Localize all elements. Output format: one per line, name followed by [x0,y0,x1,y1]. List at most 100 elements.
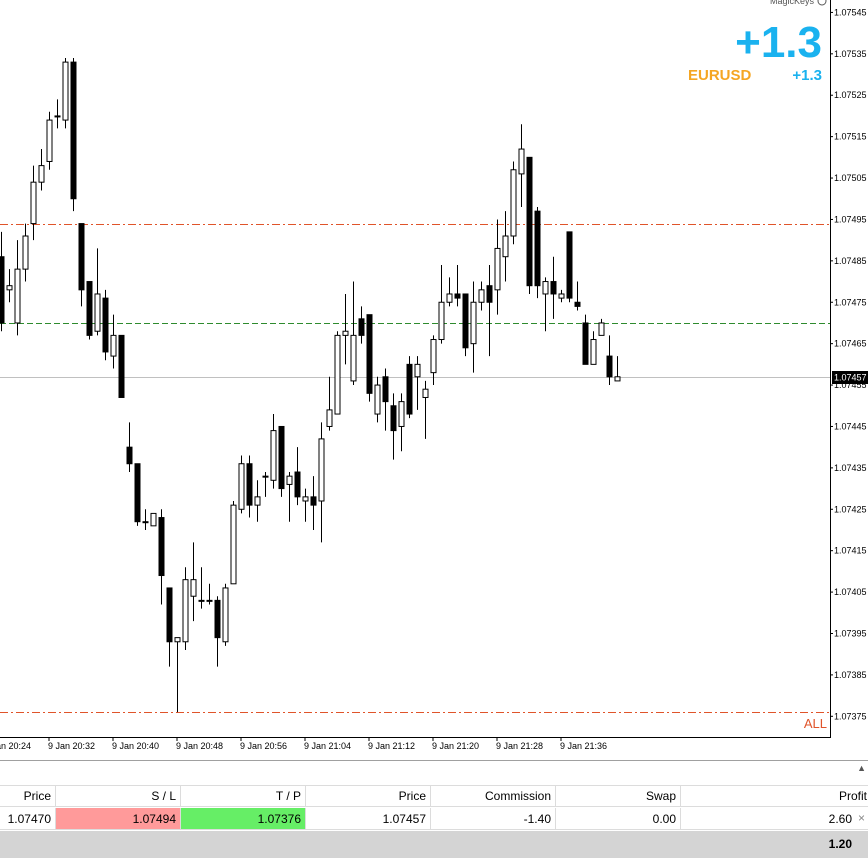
candle-body [142,521,149,524]
x-tick-label: 9 Jan 21:28 [496,741,543,751]
candle-body [526,156,533,287]
cell: 2.60 [681,808,868,830]
chart: MagicKeys +1.3 EURUSD +1.3 ALL 1.07545 1.… [0,0,868,751]
candle-body [550,281,557,295]
candle-body [510,169,517,237]
candle-body [342,330,349,336]
x-tick-label: 9 Jan 20:32 [48,741,95,751]
candle-body [230,504,237,585]
candle-body [70,61,77,200]
candle-body [14,268,21,324]
candle-body [382,376,389,403]
trade-row: 1.07470 1.07494 1.07376 1.07457 -1.40 0.… [0,808,868,830]
candle-body [518,148,525,175]
candle-body [62,61,69,121]
total-row: 1.20 [0,831,868,858]
header-cell: Profit [681,785,868,807]
indicator-big: +1.3 [735,18,822,67]
candle-body [438,301,445,341]
candle-body [134,463,141,523]
candle-body [494,247,501,291]
header-cell: Commission [431,785,556,807]
cell: -1.40 [431,808,556,830]
y-tick-label: 1.07425 [834,504,867,514]
x-tick-label: 9 Jan 21:36 [560,741,607,751]
y-tick-label: 1.07505 [834,173,867,183]
candle-body [374,384,381,415]
close-button[interactable]: × [858,811,866,825]
y-tick-label: 1.07435 [834,463,867,473]
candle-body [398,401,405,427]
y-tick-label: 1.07445 [834,421,867,431]
candle-body [126,446,133,465]
x-tick-label: 9 Jan 21:20 [432,741,479,751]
candle-body [478,289,485,303]
header-cell: Swap [556,785,681,807]
candle-body [366,314,373,394]
candle-body [358,318,365,336]
cell: 1.07457 [306,808,431,830]
candle-body [574,301,581,307]
candle-body [302,496,309,502]
bid-label-box [832,371,868,384]
header-cell: S / L [56,785,181,807]
candle-body [422,388,429,398]
y-tick-label: 1.07375 [834,711,867,721]
candle-body [294,471,301,498]
header-cell: Price [0,785,56,807]
x-tick-label: 9 Jan 20:40 [112,741,159,751]
indicator-small: +1.3 [792,67,822,84]
cell-tp: 1.07376 [181,808,306,830]
candle-body [78,223,85,291]
y-tick-label: 1.07475 [834,297,867,307]
x-tick-label: 9 Jan 21:04 [304,741,351,751]
candle-body [566,231,573,299]
candle-body [214,599,221,639]
candle-body [390,405,397,432]
candle-body [38,165,45,183]
candle-body [542,281,549,295]
candle-body [102,297,109,353]
indicator-symbol: EURUSD [688,67,752,84]
candle-body [606,355,613,378]
x-tick-label: 9 Jan 21:12 [368,741,415,751]
plot-area [0,57,830,713]
candle-body [598,322,605,336]
candle-body [6,285,13,291]
magic-keys: MagicKeys [770,0,815,6]
candle-body [614,376,621,382]
candle-body [246,463,253,506]
candle-body [118,334,125,398]
y-tick-label: 1.07545 [834,7,867,17]
cell: 0.00 [556,808,681,830]
candle-body [166,587,173,643]
candle-body [286,475,293,485]
candle-body [318,438,325,502]
y-tick-label: 1.07485 [834,256,867,266]
magic-keys-icon [817,0,827,6]
toolbar-strip: ▲ [0,760,868,786]
x-tick-label: 9 Jan 20:24 [0,741,31,751]
candle-body [238,463,245,510]
candle-body [334,334,341,415]
y-tick-label: 1.07535 [834,49,867,59]
candle-body [326,409,333,427]
cell: 1.07470 [0,808,56,830]
candle-body [406,363,413,415]
scroll-arrow[interactable]: ▲ [857,763,866,773]
candle-body [278,425,285,490]
header-row: Price S / L T / P Price Commission Swap … [0,785,868,807]
candle-body [270,430,277,481]
trade-panel: ▲ Price S / L T / P Price Commission Swa… [0,760,868,858]
candle-body [414,363,421,378]
candle-body [198,599,205,602]
candle-body [558,293,565,299]
candle-body [446,293,453,303]
y-tick-label: 1.07495 [834,214,867,224]
candle-body [206,599,213,602]
cell-sl: 1.07494 [56,808,181,830]
candle-body [94,293,101,332]
candle-body [502,235,509,258]
candle-body [86,281,93,336]
